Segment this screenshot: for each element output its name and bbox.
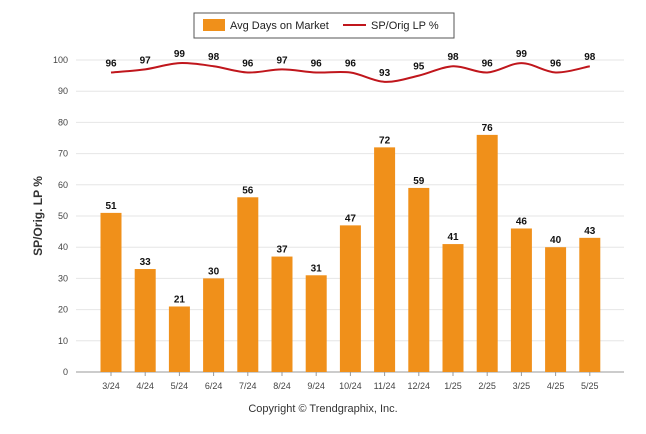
line-value-label: 93	[379, 68, 391, 79]
bar-value-label: 31	[311, 263, 323, 274]
y-tick-label: 90	[58, 86, 68, 96]
line-value-label: 99	[516, 49, 528, 60]
legend-label-line: SP/Orig LP %	[371, 20, 439, 32]
bar	[339, 225, 361, 372]
y-tick-label: 20	[58, 305, 68, 315]
line-value-label: 97	[276, 55, 288, 66]
x-tick-label: 5/25	[581, 381, 599, 391]
y-tick-label: 0	[63, 367, 68, 377]
x-tick-label: 4/24	[136, 381, 154, 391]
copyright: Copyright © Trendgraphix, Inc.	[248, 403, 398, 415]
line-value-label: 98	[208, 52, 220, 63]
bar-value-label: 33	[140, 257, 152, 268]
x-tick-label: 9/24	[307, 381, 325, 391]
bar-value-label: 21	[174, 294, 186, 305]
bar	[476, 134, 498, 372]
line-path	[110, 62, 591, 83]
legend-label-bar: Avg Days on Market	[230, 20, 329, 32]
bar	[203, 278, 225, 372]
line-series: 96 97 99 98 96 97 96 96 93 95 98 96 99 96 98	[105, 49, 596, 83]
bar	[134, 269, 156, 372]
x-tick-label: 3/24	[102, 381, 120, 391]
y-tick-label: 60	[58, 180, 68, 190]
bar-value-label: 76	[482, 123, 494, 134]
line-value-label: 98	[584, 52, 596, 63]
bar	[545, 247, 567, 372]
bar	[271, 256, 293, 372]
bar	[510, 228, 532, 372]
x-axis: 3/24 4/24 5/24 6/24 7/24 8/24 9/24 10/24 11/24 12…	[102, 372, 599, 391]
bar-value-label: 37	[276, 245, 288, 256]
x-tick-label: 7/24	[239, 381, 257, 391]
x-tick-label: 2/25	[478, 381, 496, 391]
x-tick-label: 12/24	[408, 381, 431, 391]
y-tick-label: 80	[58, 117, 68, 127]
x-tick-label: 1/25	[444, 381, 462, 391]
x-tick-label: 5/24	[171, 381, 189, 391]
y-tick-label: 40	[58, 242, 68, 252]
x-tick-label: 8/24	[273, 381, 291, 391]
y-tick-label: 50	[58, 211, 68, 221]
line-value-label: 99	[174, 49, 186, 60]
line-value-label: 96	[105, 58, 117, 69]
line-value-label: 96	[345, 58, 357, 69]
bar	[408, 187, 430, 372]
x-tick-label: 10/24	[339, 381, 362, 391]
bar-value-label: 56	[242, 185, 254, 196]
bar	[168, 306, 190, 372]
y-axis-title: SP/Orig. LP %	[31, 176, 45, 256]
bar	[579, 237, 601, 372]
line-value-label: 98	[447, 52, 459, 63]
legend: Avg Days on Market SP/Orig LP %	[193, 12, 455, 39]
legend-box	[193, 12, 455, 39]
x-tick-label: 11/24	[374, 381, 396, 391]
bar-value-label: 47	[345, 213, 357, 224]
bar	[442, 244, 464, 372]
bar-value-label: 59	[413, 176, 425, 187]
line-value-label: 96	[550, 58, 562, 69]
bar-value-label: 46	[516, 216, 528, 227]
y-tick-label: 10	[58, 336, 68, 346]
line-value-label: 96	[242, 58, 254, 69]
bar-value-label: 41	[447, 232, 459, 243]
bar	[305, 275, 327, 372]
bar-value-label: 43	[584, 226, 596, 237]
y-tick-label: 100	[53, 55, 68, 65]
line-value-label: 96	[311, 58, 323, 69]
bar-series: 51 33 21 30 56 37 31 47 72 59 41 76 46 40 43	[100, 123, 601, 372]
x-tick-label: 4/25	[547, 381, 565, 391]
legend-swatch-bar	[203, 19, 225, 31]
bar	[237, 197, 259, 372]
bar-value-label: 40	[550, 235, 562, 246]
bar	[100, 212, 122, 372]
y-tick-label: 70	[58, 149, 68, 159]
y-axis: 0 10 20 30 40 50 60 70 80 90 100	[53, 55, 68, 377]
bar-value-label: 30	[208, 266, 220, 277]
x-tick-label: 6/24	[205, 381, 223, 391]
line-value-label: 97	[140, 55, 152, 66]
y-tick-label: 30	[58, 273, 68, 283]
bar	[374, 147, 396, 372]
line-value-label: 96	[482, 58, 494, 69]
x-tick-label: 3/25	[513, 381, 531, 391]
line-value-label: 95	[413, 62, 425, 73]
bar-value-label: 72	[379, 135, 391, 146]
bar-value-label: 51	[105, 201, 117, 212]
